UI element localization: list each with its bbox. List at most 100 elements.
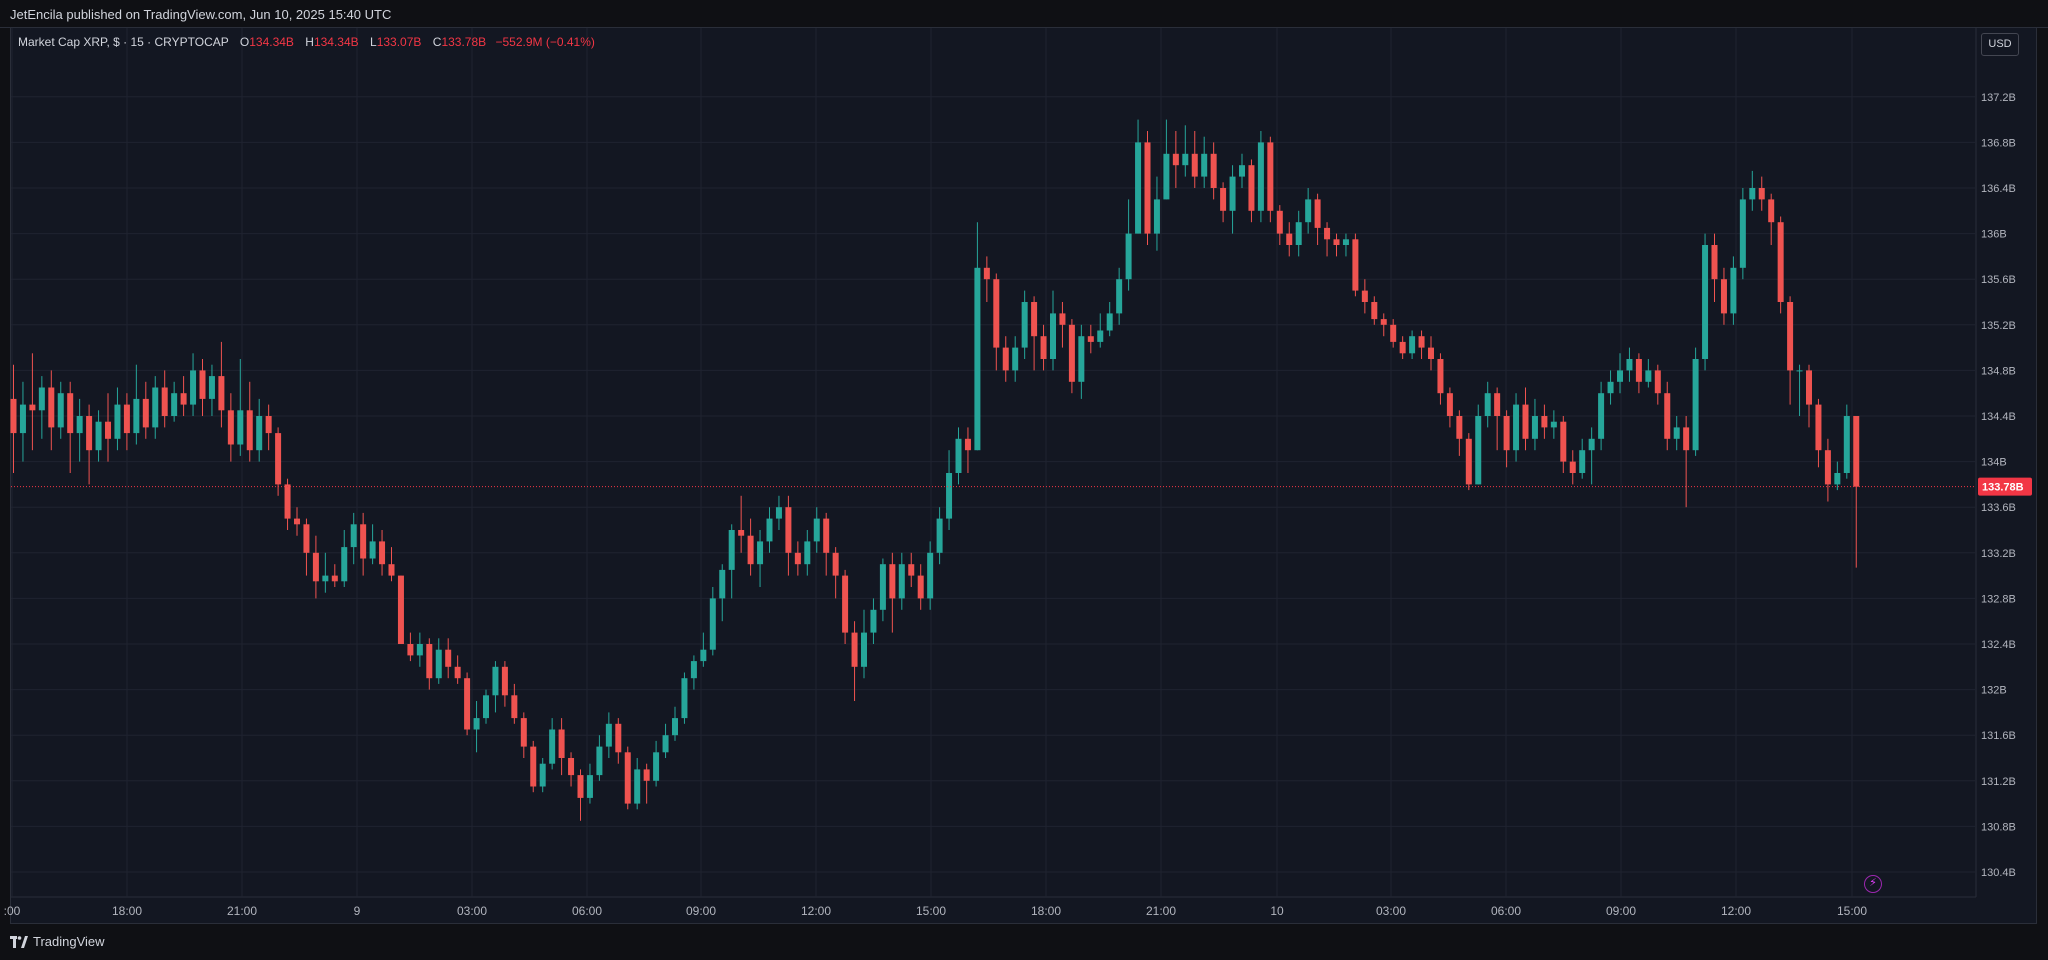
candle-body — [643, 769, 650, 781]
candle-body — [993, 279, 1000, 348]
candle — [1730, 256, 1737, 325]
candle-body — [1012, 347, 1019, 371]
time-tick-label: 18:00 — [1031, 904, 1061, 918]
bottom-bar — [0, 924, 2048, 960]
candle-body — [161, 387, 168, 416]
candle — [426, 638, 433, 690]
candle — [1106, 302, 1113, 337]
candle — [539, 758, 546, 793]
candle — [823, 512, 830, 576]
chart-legend[interactable]: Market Cap XRP, $ · 15 · CRYPTOCAP O134.… — [18, 35, 595, 49]
candle-body — [1002, 347, 1009, 371]
candle-body — [927, 552, 934, 599]
candle-body — [1607, 381, 1614, 394]
candle — [1333, 233, 1340, 257]
candle-body — [662, 735, 669, 753]
candle — [1390, 319, 1397, 348]
candle — [1021, 290, 1028, 359]
candle-body — [1484, 393, 1491, 416]
candle-body — [48, 387, 55, 428]
candle — [350, 512, 357, 565]
candle — [246, 381, 253, 462]
candle — [775, 495, 782, 530]
candle-body — [1720, 279, 1727, 314]
candle-body — [851, 632, 858, 667]
candle-body — [1513, 404, 1520, 451]
candle-body — [312, 552, 319, 582]
candle — [1352, 233, 1359, 297]
symbol-label[interactable]: Market Cap XRP, $ · 15 · CRYPTOCAP — [18, 35, 229, 49]
candle-body — [1229, 176, 1236, 211]
candle — [842, 569, 849, 644]
time-tick-label: 06:00 — [572, 904, 602, 918]
candle-body — [870, 609, 877, 633]
candle — [1711, 233, 1718, 302]
candle-body — [1135, 142, 1142, 234]
price-axis[interactable]: 137.2B 136.8B 136.4B 136B 135.6B 135.2B 134.8B… — [1981, 92, 2016, 879]
candle — [435, 638, 442, 684]
candle — [1683, 416, 1690, 508]
candle-body — [114, 404, 121, 439]
candle-body — [681, 678, 688, 719]
candle-body — [1248, 165, 1255, 211]
candle — [95, 410, 102, 462]
candle — [1456, 410, 1463, 456]
candle-body — [133, 398, 140, 434]
candle — [747, 518, 754, 576]
currency-button[interactable]: USD — [1981, 33, 2019, 56]
lightning-icon[interactable]: ⚡ — [1864, 875, 1882, 893]
candle — [1541, 404, 1548, 439]
candle-body — [813, 518, 820, 542]
candle-body — [605, 723, 612, 747]
candle-body — [123, 404, 130, 434]
candle — [1172, 131, 1179, 188]
candle — [511, 683, 518, 724]
candle-body — [1673, 427, 1680, 439]
candle-body — [596, 746, 603, 776]
candle-body — [445, 649, 452, 667]
candle-body — [397, 575, 404, 644]
candle — [57, 381, 64, 439]
candle — [1654, 364, 1661, 405]
candle — [114, 387, 121, 451]
candle — [1229, 165, 1236, 234]
candle — [1550, 410, 1557, 439]
price-tick-label: 131.2B — [1981, 776, 2016, 788]
time-tick-label: 06:00 — [1491, 904, 1521, 918]
time-tick-label: 21:00 — [1146, 904, 1176, 918]
time-tick-label: 9 — [354, 904, 361, 918]
candle — [1588, 427, 1595, 485]
candle — [955, 427, 962, 485]
candle-body — [955, 438, 962, 473]
candle-body — [180, 393, 187, 405]
candlestick-chart[interactable]: 133.78B 137.2B 136.8B 136.4B 136B 135.6B 135.… — [0, 0, 2048, 924]
candle — [794, 541, 801, 576]
candle-body — [586, 775, 593, 798]
candle — [1144, 131, 1151, 245]
candle-body — [1097, 330, 1104, 342]
candle-body — [1711, 245, 1718, 280]
candle — [1012, 336, 1019, 382]
candle — [1418, 330, 1425, 359]
candle-body — [86, 416, 93, 451]
candle-body — [653, 752, 660, 781]
candle — [1286, 222, 1293, 257]
tradingview-brand[interactable]: TradingView — [10, 934, 105, 949]
candle-body — [983, 267, 990, 280]
candle-body — [672, 718, 678, 736]
candle — [388, 547, 395, 582]
candle — [1399, 336, 1406, 359]
candle — [974, 222, 981, 451]
candle-body — [237, 410, 244, 445]
time-axis[interactable]: :00 18:00 21:00 9 03:00 06:00 09:00 12:00 15:00 1… — [4, 904, 1868, 918]
chart-frame[interactable] — [10, 27, 2037, 924]
candle-body — [322, 575, 329, 582]
price-tick-label: 132B — [1981, 685, 2007, 697]
candle — [1068, 319, 1075, 394]
candle-body — [76, 416, 83, 434]
candle-body — [388, 564, 395, 576]
candle — [700, 632, 707, 667]
candle-body — [1749, 188, 1756, 200]
candle — [1371, 296, 1378, 325]
candle-body — [766, 518, 773, 542]
